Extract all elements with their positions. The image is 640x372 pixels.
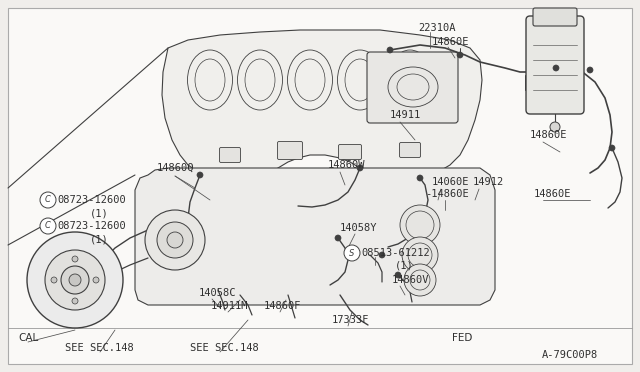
Text: FED: FED: [452, 333, 472, 343]
Circle shape: [167, 232, 183, 248]
FancyBboxPatch shape: [339, 144, 362, 160]
Text: 14058C: 14058C: [199, 288, 237, 298]
Circle shape: [395, 272, 401, 278]
Circle shape: [587, 67, 593, 73]
Text: SEE SEC.148: SEE SEC.148: [190, 343, 259, 353]
Text: SEE SEC.148: SEE SEC.148: [65, 343, 134, 353]
Text: C: C: [45, 196, 51, 205]
Circle shape: [72, 298, 78, 304]
Polygon shape: [135, 168, 495, 305]
FancyBboxPatch shape: [526, 16, 584, 114]
Circle shape: [550, 122, 560, 132]
Text: -14860E: -14860E: [425, 189, 468, 199]
Circle shape: [40, 192, 56, 208]
Text: 08513-61212: 08513-61212: [361, 248, 429, 258]
Polygon shape: [162, 30, 482, 178]
Circle shape: [400, 205, 440, 245]
Text: 14860E: 14860E: [534, 189, 572, 199]
Circle shape: [379, 252, 385, 258]
Circle shape: [357, 165, 363, 171]
Circle shape: [335, 235, 341, 241]
Text: 08723-12600: 08723-12600: [57, 195, 125, 205]
Text: 14912: 14912: [473, 177, 504, 187]
Text: 22310A: 22310A: [418, 23, 456, 33]
Text: 08723-12600: 08723-12600: [57, 221, 125, 231]
Circle shape: [145, 210, 205, 270]
Circle shape: [157, 222, 193, 258]
FancyBboxPatch shape: [399, 142, 420, 157]
Circle shape: [40, 218, 56, 234]
Circle shape: [609, 145, 615, 151]
Circle shape: [387, 47, 393, 53]
Circle shape: [417, 175, 423, 181]
Text: 17333F: 17333F: [332, 315, 369, 325]
Text: 14860E: 14860E: [432, 37, 470, 47]
Text: S: S: [349, 248, 355, 257]
Circle shape: [45, 250, 105, 310]
Circle shape: [553, 65, 559, 71]
Circle shape: [344, 245, 360, 261]
Text: 14860V: 14860V: [392, 275, 429, 285]
Text: 14860F: 14860F: [264, 301, 301, 311]
Text: 14911M: 14911M: [211, 301, 248, 311]
Circle shape: [27, 232, 123, 328]
Text: 14860E: 14860E: [530, 130, 568, 140]
Text: (1): (1): [90, 234, 109, 244]
Circle shape: [51, 277, 57, 283]
Text: 14860Q: 14860Q: [157, 163, 195, 173]
Circle shape: [197, 172, 203, 178]
Text: C: C: [45, 221, 51, 231]
Text: A-79C00P8: A-79C00P8: [541, 350, 598, 360]
Text: (1): (1): [395, 261, 413, 271]
Text: 14058Y: 14058Y: [340, 223, 378, 233]
Circle shape: [457, 52, 463, 58]
FancyBboxPatch shape: [278, 141, 303, 160]
Circle shape: [72, 256, 78, 262]
FancyBboxPatch shape: [220, 148, 241, 163]
Circle shape: [93, 277, 99, 283]
FancyBboxPatch shape: [533, 8, 577, 26]
Text: (1): (1): [90, 208, 109, 218]
Circle shape: [402, 237, 438, 273]
Text: CAL: CAL: [18, 333, 38, 343]
FancyBboxPatch shape: [367, 52, 458, 123]
Circle shape: [69, 274, 81, 286]
Text: 14860W: 14860W: [328, 160, 365, 170]
Circle shape: [404, 264, 436, 296]
Text: 14060E: 14060E: [432, 177, 470, 187]
Circle shape: [61, 266, 89, 294]
Text: 14911: 14911: [390, 110, 421, 120]
